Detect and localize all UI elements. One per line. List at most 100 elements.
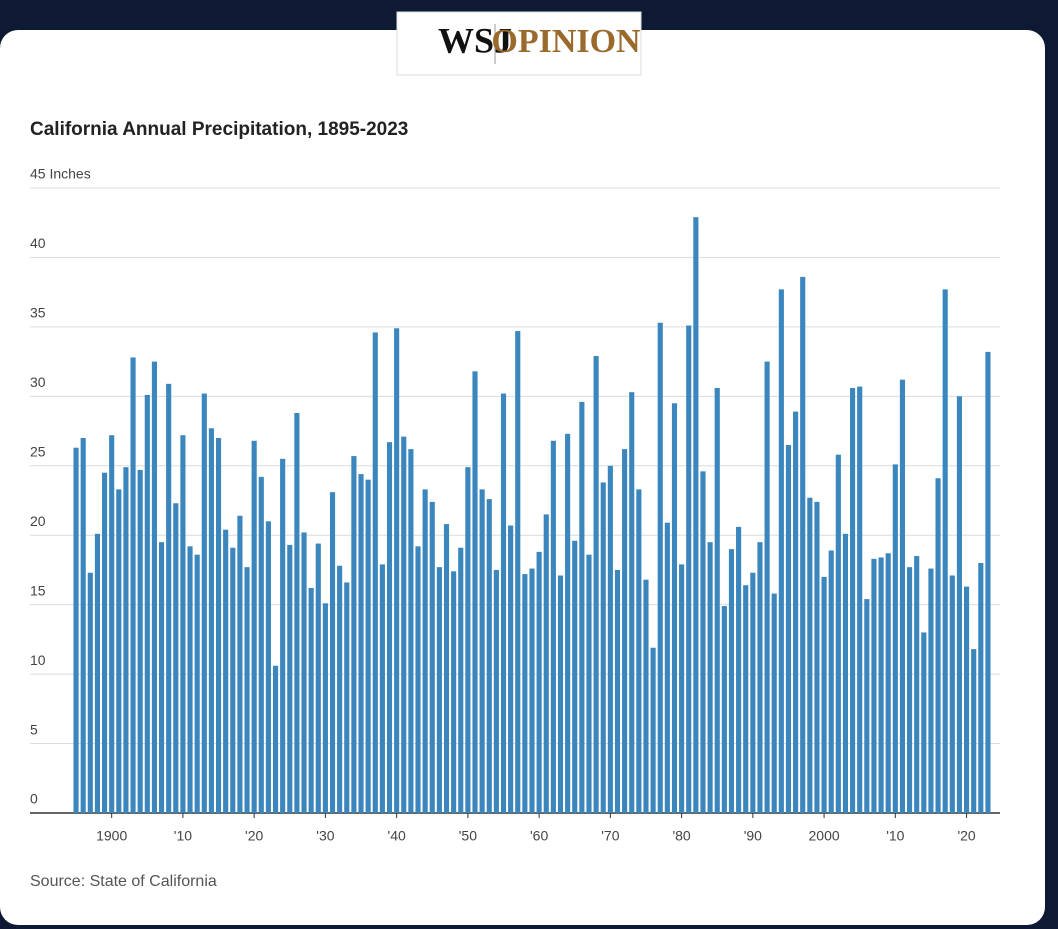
bar [443,524,450,813]
bar [629,392,635,813]
bar [265,521,271,813]
bar [458,547,464,813]
x-tick-label: '10 [174,828,192,844]
bar [650,647,656,813]
bar [486,499,492,813]
bar [828,550,834,813]
x-tick-label: '60 [530,828,548,844]
bar [272,665,279,813]
bar [949,575,955,813]
y-tick-label: 0 [30,791,38,807]
bar [899,379,906,813]
x-tick-label: '40 [388,828,406,844]
bar [693,217,699,813]
bar [921,632,927,813]
section: OPINION [491,23,641,60]
bar [978,563,984,813]
bar [565,433,571,813]
bar [671,403,678,813]
bar [850,388,856,813]
bar [130,357,136,813]
bar [472,371,478,813]
y-tick-label: 10 [30,652,46,668]
bar [422,489,428,813]
bar [743,585,749,813]
bar [522,574,528,813]
bar [971,649,977,813]
x-tick-label: 1900 [96,828,127,844]
bar [244,567,250,813]
bar [351,456,357,813]
bar [287,544,293,813]
bar [785,444,792,813]
y-tick-label: 20 [30,513,46,529]
bar [636,489,642,813]
bar [607,465,613,813]
bar [529,568,535,813]
bar [664,522,670,813]
y-tick-label: 45 Inches [30,166,91,182]
x-tick-label: '90 [744,828,762,844]
bar [251,440,257,813]
chart-title: California Annual Precipitation, 1895-20… [30,119,408,140]
bar [315,543,321,813]
bar [94,533,100,813]
bar [365,479,371,813]
bar [892,464,898,813]
x-tick-label: '70 [601,828,619,844]
bar [857,386,863,813]
x-tick-label: 2000 [809,828,840,844]
bar [237,515,243,813]
bar [415,546,421,813]
bar [622,449,628,813]
x-tick-label: '10 [886,828,904,844]
bar [116,489,122,813]
bar [657,322,663,813]
bar [543,514,549,813]
bar [322,603,328,813]
bar [379,564,385,813]
bar [280,458,286,813]
bar [508,525,514,813]
bar [750,572,756,813]
bar [429,501,435,813]
bar [408,449,414,813]
bar [793,411,799,813]
bar [679,564,685,813]
bar [821,576,827,813]
bar [721,606,727,813]
y-tick-label: 30 [30,374,46,390]
bar [871,558,877,813]
bar [308,588,314,813]
bar [151,361,157,813]
bar [614,569,621,813]
bar [230,547,236,813]
bar [465,467,471,813]
bar [557,575,564,813]
bar [700,471,706,813]
bar [800,276,806,813]
bar [80,438,86,813]
bar [956,396,963,813]
bar [771,593,777,813]
bar [878,557,884,813]
bar [137,469,143,813]
y-tick-label: 25 [30,443,46,459]
bar [728,549,735,813]
bar [500,393,507,813]
bar [358,474,364,813]
bar [586,554,592,813]
bar [101,472,108,813]
bar [451,571,457,813]
x-tick-label: '30 [316,828,334,844]
bar [301,532,307,813]
bar [707,542,713,813]
bar [572,540,578,813]
x-tick-label: '80 [672,828,690,844]
bar [194,554,200,813]
bar [757,542,763,813]
bar [123,467,129,813]
bar [223,529,229,813]
